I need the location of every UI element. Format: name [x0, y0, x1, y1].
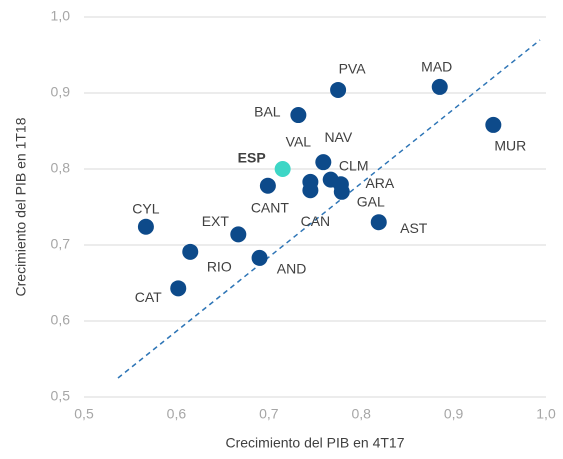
x-tick-label: 0,8: [351, 406, 371, 422]
point: [182, 243, 199, 260]
point: [251, 249, 268, 266]
point: [315, 154, 332, 171]
x-tick-label: 1,0: [536, 406, 556, 422]
point: [485, 116, 502, 133]
point-label: MAD: [421, 59, 452, 75]
point: [170, 280, 187, 297]
point-label: RIO: [207, 259, 232, 275]
point-label: CAT: [135, 289, 162, 305]
point: [230, 226, 247, 243]
point: [330, 81, 347, 98]
x-tick-label: 0,7: [259, 406, 279, 422]
point-label: GAL: [357, 194, 385, 210]
y-axis-label: Crecimiento del PIB en 1T18: [13, 117, 29, 296]
point: [274, 161, 291, 177]
point: [333, 183, 350, 200]
point-label: MUR: [494, 138, 526, 154]
point-label: AST: [400, 220, 428, 236]
point-label: NAV: [324, 129, 352, 145]
point: [370, 214, 387, 231]
point-label: AND: [277, 261, 307, 277]
x-axis-label: Crecimiento del PIB en 4T17: [226, 435, 405, 451]
y-tick-label: 1,0: [51, 8, 71, 24]
point: [137, 218, 154, 235]
y-tick-label: 0,6: [51, 312, 71, 328]
point-label: EXT: [202, 213, 230, 229]
point: [290, 107, 307, 124]
y-tick-label: 0,5: [51, 388, 71, 404]
x-tick-label: 0,5: [74, 406, 94, 422]
point-label: CLM: [339, 157, 369, 173]
point-label: CANT: [251, 199, 290, 215]
point-label: ARA: [365, 175, 394, 191]
y-tick-label: 0,9: [51, 84, 71, 100]
x-tick-label: 0,6: [167, 406, 187, 422]
point-label: PVA: [339, 61, 367, 77]
point-label: CYL: [132, 200, 159, 216]
y-tick-label: 0,8: [51, 160, 71, 176]
point-label: BAL: [254, 104, 281, 120]
trend-line: [117, 39, 541, 379]
point-label: VAL: [286, 134, 312, 150]
point: [302, 182, 319, 199]
y-tick-label: 0,7: [51, 236, 71, 252]
point: [259, 177, 276, 194]
x-tick-label: 0,9: [444, 406, 464, 422]
point-label: ESP: [238, 150, 266, 166]
point-label: CAN: [301, 213, 331, 229]
point: [431, 78, 448, 95]
